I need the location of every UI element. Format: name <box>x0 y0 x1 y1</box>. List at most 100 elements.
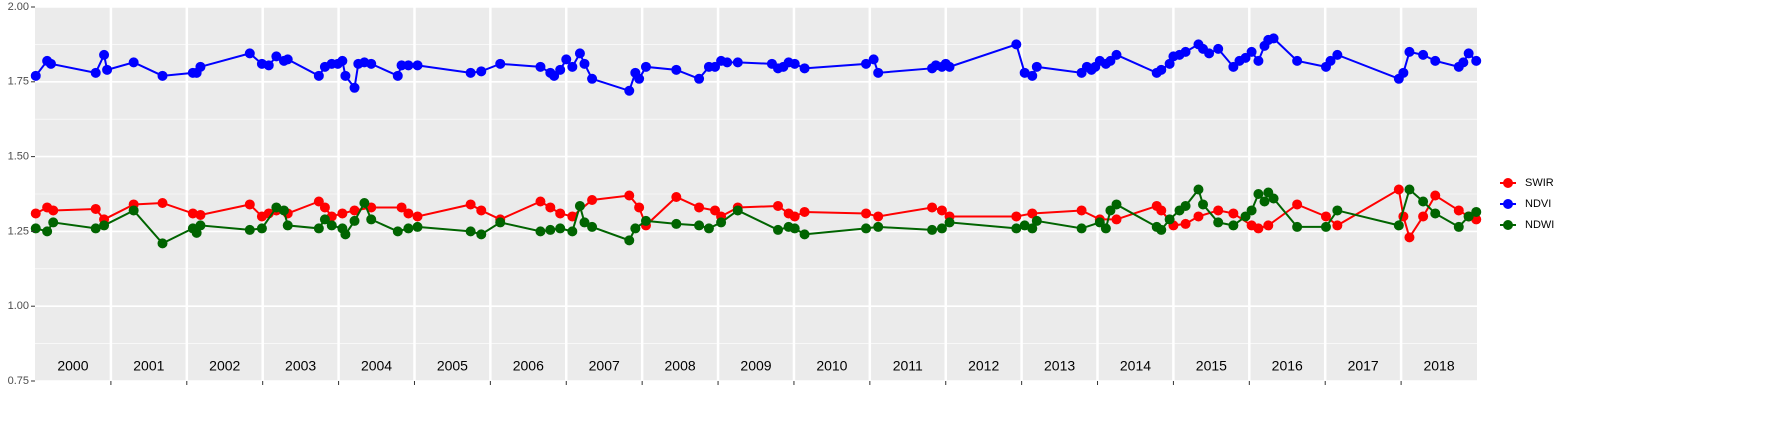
point <box>1111 199 1122 210</box>
legend-label: NDVI <box>1525 198 1551 210</box>
point <box>465 226 476 237</box>
point <box>48 217 59 228</box>
point <box>732 57 743 68</box>
point <box>349 215 360 226</box>
point <box>128 205 139 216</box>
point <box>157 238 168 249</box>
point <box>1320 211 1331 222</box>
point <box>465 67 476 78</box>
year-label: 2001 <box>133 358 164 374</box>
point <box>1111 49 1122 60</box>
point <box>1268 193 1279 204</box>
point <box>579 217 590 228</box>
point <box>1180 200 1191 211</box>
point <box>48 205 59 216</box>
point <box>1180 46 1191 57</box>
point <box>861 58 872 69</box>
year-label: 2002 <box>209 358 240 374</box>
point <box>313 223 324 234</box>
point <box>1204 48 1215 59</box>
year-label: 2010 <box>816 358 847 374</box>
point <box>1430 208 1441 219</box>
point <box>535 196 546 207</box>
point <box>403 208 414 219</box>
point <box>403 60 414 71</box>
point <box>587 194 598 205</box>
point <box>495 217 506 228</box>
point <box>671 191 682 202</box>
point <box>694 73 705 84</box>
point <box>1027 70 1038 81</box>
year-label: 2000 <box>57 358 88 374</box>
point <box>873 67 884 78</box>
point <box>789 211 800 222</box>
point <box>634 73 645 84</box>
point <box>1156 64 1167 75</box>
point <box>271 51 282 62</box>
y-tick-label: 1.50 <box>8 151 29 163</box>
point <box>1011 223 1022 234</box>
y-tick-label: 1.75 <box>8 76 29 88</box>
point <box>476 205 487 216</box>
point <box>694 202 705 213</box>
point <box>1393 220 1404 231</box>
point <box>42 226 53 237</box>
point <box>1213 43 1224 54</box>
legend-label: SWIR <box>1525 177 1554 189</box>
point <box>545 224 556 235</box>
point <box>555 223 566 234</box>
y-tick-label: 1.00 <box>8 300 29 312</box>
legend-point <box>1503 199 1513 209</box>
point <box>561 54 572 65</box>
point <box>535 226 546 237</box>
point <box>936 205 947 216</box>
year-label: 2014 <box>1120 358 1151 374</box>
point <box>326 220 337 231</box>
point <box>1393 184 1404 195</box>
point <box>1213 217 1224 228</box>
point <box>340 70 351 81</box>
point <box>630 223 641 234</box>
point <box>567 61 578 72</box>
year-label: 2013 <box>1044 358 1075 374</box>
point <box>396 60 407 71</box>
point <box>1253 55 1264 66</box>
point <box>773 200 784 211</box>
point <box>1332 49 1343 60</box>
point <box>1027 208 1038 219</box>
marks <box>30 33 1482 249</box>
point <box>157 197 168 208</box>
point <box>703 223 714 234</box>
point <box>1458 57 1469 68</box>
point <box>412 60 423 71</box>
year-label: 2005 <box>437 358 468 374</box>
point <box>90 203 101 214</box>
point <box>1031 61 1042 72</box>
point <box>1263 220 1274 231</box>
point <box>195 209 206 220</box>
point <box>624 85 635 96</box>
point <box>366 214 377 225</box>
point <box>732 205 743 216</box>
year-label: 2008 <box>665 358 696 374</box>
point <box>1332 205 1343 216</box>
point <box>1292 55 1303 66</box>
point <box>624 235 635 246</box>
year-label: 2007 <box>589 358 620 374</box>
point <box>90 223 101 234</box>
point <box>574 48 585 59</box>
point <box>30 70 41 81</box>
point <box>799 63 810 74</box>
point <box>927 224 938 235</box>
point <box>555 64 566 75</box>
point <box>1292 199 1303 210</box>
point <box>773 224 784 235</box>
point <box>1292 221 1303 232</box>
point <box>319 214 330 225</box>
point <box>392 70 403 81</box>
point <box>1430 55 1441 66</box>
point <box>337 55 348 66</box>
point <box>1019 220 1030 231</box>
point <box>1156 205 1167 216</box>
year-label: 2006 <box>513 358 544 374</box>
